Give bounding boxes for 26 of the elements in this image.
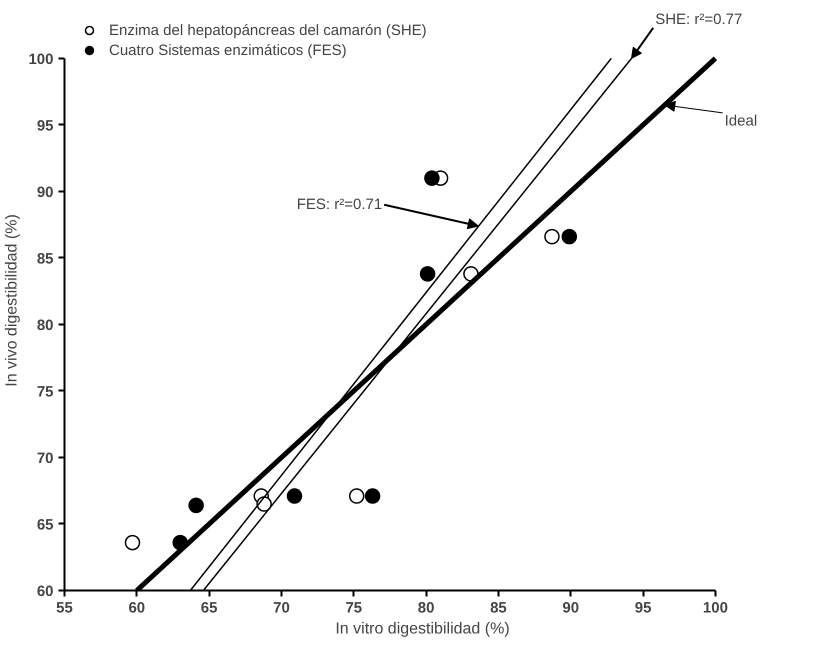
legend-label: Enzima del hepatopáncreas del camarón (SHE) xyxy=(109,22,427,38)
x-tick-label: 80 xyxy=(418,600,434,616)
x-tick-label: 100 xyxy=(702,600,728,616)
y-tick-label: 70 xyxy=(36,450,54,467)
x-axis-title: In vitro digestibilidad (%) xyxy=(335,620,510,638)
y-tick-label: 85 xyxy=(36,250,54,268)
x-tick-label: 70 xyxy=(273,600,290,616)
y-tick-label: 65 xyxy=(36,516,54,534)
x-tick-label: 60 xyxy=(128,600,146,616)
legend-label: Cuatro Sistemas enzimáticos (FES) xyxy=(109,42,347,58)
x-tick-label: 75 xyxy=(345,600,362,616)
x-tick-label: 85 xyxy=(490,600,507,616)
y-tick-label: 80 xyxy=(36,316,54,334)
annotation: SHE: r²=0.77 xyxy=(655,10,742,28)
y-tick-label: 90 xyxy=(36,184,54,201)
y-tick-label: 75 xyxy=(36,383,54,400)
y-tick-label: 100 xyxy=(28,50,54,68)
x-tick-label: 55 xyxy=(56,600,73,616)
x-tick-label: 65 xyxy=(200,600,218,616)
y-tick-label: 60 xyxy=(36,583,54,600)
x-tick-label: 95 xyxy=(634,600,652,616)
annotation: Ideal xyxy=(724,112,758,130)
annotation: FES: r²=0.71 xyxy=(296,196,382,214)
y-axis-title: In vivo digestibilidad (%) xyxy=(3,214,20,387)
x-tick-label: 90 xyxy=(562,600,580,616)
y-tick-label: 95 xyxy=(36,117,54,134)
